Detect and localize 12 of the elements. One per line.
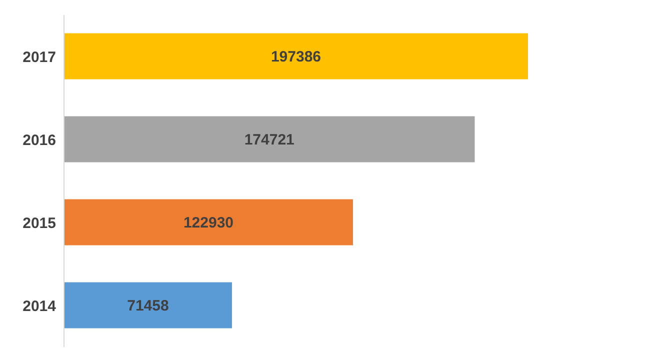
y-tick-label: 2014 <box>22 298 57 315</box>
data-label: 122930 <box>183 214 234 232</box>
y-tick-label: 2016 <box>22 132 56 149</box>
bar <box>64 116 475 162</box>
bar <box>64 199 353 246</box>
data-label: 197386 <box>270 48 322 66</box>
data-label: 71458 <box>127 298 169 315</box>
y-tick-label: 2017 <box>22 48 56 66</box>
bar <box>64 33 528 80</box>
y-tick-label: 2015 <box>22 214 56 232</box>
bar <box>64 282 232 328</box>
data-label: 174721 <box>244 132 294 149</box>
